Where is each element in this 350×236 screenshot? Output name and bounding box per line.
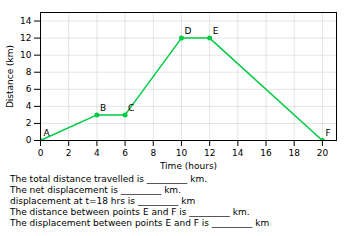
svg-text:16: 16 [260,148,272,158]
svg-text:0: 0 [26,135,32,145]
svg-text:Time (hours): Time (hours) [159,161,217,171]
svg-text:2: 2 [26,118,32,128]
html-text:The distance between points E: The distance between points E and F is _… [10,207,250,217]
svg-text:10: 10 [20,50,32,60]
svg-text:8: 8 [150,148,156,158]
svg-text:12: 12 [204,148,215,158]
svg-text:6: 6 [122,148,128,158]
svg-text:6: 6 [26,84,32,94]
svg-text:A: A [44,128,51,138]
svg-text:4: 4 [94,148,100,158]
html-text:displacement at t=18 hrs is __: displacement at t=18 hrs is _________ km [10,196,196,206]
svg-text:0: 0 [38,148,44,158]
html-text:The total distance travelled i: The total distance travelled is ________… [10,174,207,184]
html-text:The displacement between point: The displacement between points E and F … [10,218,270,228]
svg-text:B: B [100,103,106,113]
svg-text:Distance (km): Distance (km) [5,45,15,108]
svg-text:C: C [128,103,134,113]
svg-text:2: 2 [66,148,72,158]
svg-text:8: 8 [26,67,32,77]
svg-text:E: E [213,26,219,36]
svg-text:F: F [325,128,330,138]
svg-text:10: 10 [176,148,188,158]
svg-text:14: 14 [232,148,244,158]
svg-text:D: D [184,26,191,36]
svg-text:14: 14 [20,16,32,26]
svg-text:20: 20 [317,148,329,158]
svg-text:12: 12 [20,33,31,43]
html-text:The net displacement is ______: The net displacement is _________ km. [10,185,181,195]
svg-text:18: 18 [288,148,300,158]
svg-text:4: 4 [26,101,32,111]
